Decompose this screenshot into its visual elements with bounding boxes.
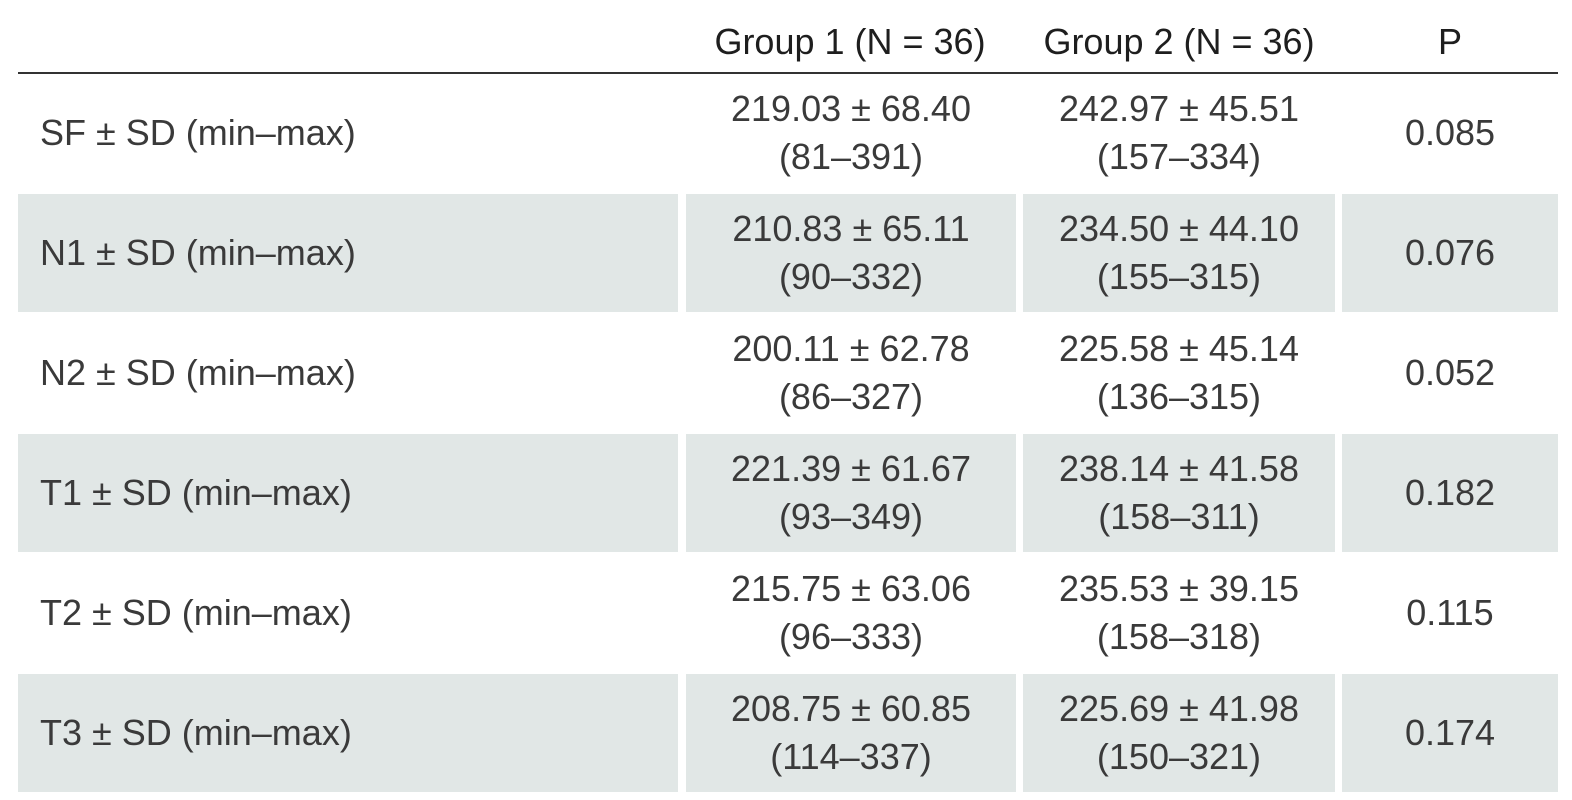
header-group-2: Group 2 (N = 36) [1043, 21, 1315, 62]
group-2-cell: 242.97 ± 45.51 (157–334) [1023, 74, 1335, 192]
group-2-range: (158–318) [1096, 616, 1262, 657]
group-1-range: (81–391) [778, 136, 924, 177]
table-row: T2 ± SD (min–max) 215.75 ± 63.06 (96–333… [18, 554, 1558, 672]
p-value-cell: 0.052 [1404, 352, 1496, 393]
group-1-cell: 219.03 ± 68.40 (81–391) [686, 74, 1016, 192]
group-1-range: (93–349) [778, 496, 924, 537]
group-1-range: (86–327) [778, 376, 924, 417]
group-1-range: (96–333) [778, 616, 924, 657]
table-row: T3 ± SD (min–max) 208.75 ± 60.85 (114–33… [18, 674, 1558, 792]
group-1-mean: 215.75 ± 63.06 [731, 568, 971, 609]
header-p-value: P [1437, 21, 1462, 62]
row-label: N1 ± SD (min–max) [18, 194, 678, 312]
group-2-mean: 235.53 ± 39.15 [1059, 568, 1299, 609]
group-1-cell: 221.39 ± 61.67 (93–349) [686, 434, 1016, 552]
group-2-mean: 225.69 ± 41.98 [1059, 688, 1299, 729]
row-label: T1 ± SD (min–max) [18, 434, 678, 552]
group-2-range: (155–315) [1096, 256, 1262, 297]
group-2-cell: 234.50 ± 44.10 (155–315) [1023, 194, 1335, 312]
table-header: Group 1 (N = 36) Group 2 (N = 36) P [18, 0, 1558, 74]
group-2-range: (150–321) [1096, 736, 1262, 777]
statistics-table: Group 1 (N = 36) Group 2 (N = 36) P SF ±… [18, 0, 1558, 794]
table-row: T1 ± SD (min–max) 221.39 ± 61.67 (93–349… [18, 434, 1558, 552]
row-label: N2 ± SD (min–max) [40, 352, 356, 393]
group-2-cell: 225.58 ± 45.14 (136–315) [1023, 314, 1335, 432]
group-1-cell: 208.75 ± 60.85 (114–337) [686, 674, 1016, 792]
group-1-mean: 200.11 ± 62.78 [732, 328, 970, 369]
group-1-mean: 208.75 ± 60.85 [731, 688, 971, 729]
header-group-1: Group 1 (N = 36) [714, 21, 986, 62]
group-2-mean: 242.97 ± 45.51 [1059, 88, 1299, 129]
group-1-mean: 221.39 ± 61.67 [731, 448, 971, 489]
group-2-mean: 225.58 ± 45.14 [1059, 328, 1299, 369]
p-value-cell: 0.174 [1342, 674, 1558, 792]
table-row: N1 ± SD (min–max) 210.83 ± 65.11 (90–332… [18, 194, 1558, 312]
group-2-cell: 225.69 ± 41.98 (150–321) [1023, 674, 1335, 792]
group-2-range: (158–311) [1098, 496, 1260, 537]
group-1-mean: 210.83 ± 65.11 [732, 208, 970, 249]
row-label: SF ± SD (min–max) [40, 112, 356, 153]
group-2-cell: 238.14 ± 41.58 (158–311) [1023, 434, 1335, 552]
group-2-range: (136–315) [1096, 376, 1262, 417]
group-1-cell: 200.11 ± 62.78 (86–327) [686, 314, 1016, 432]
row-label: T3 ± SD (min–max) [18, 674, 678, 792]
group-1-mean: 219.03 ± 68.40 [731, 88, 971, 129]
group-2-cell: 235.53 ± 39.15 (158–318) [1023, 554, 1335, 672]
p-value-cell: 0.115 [1406, 592, 1494, 633]
table-row: SF ± SD (min–max) 219.03 ± 68.40 (81–391… [18, 74, 1558, 192]
p-value-cell: 0.076 [1342, 194, 1558, 312]
group-1-cell: 215.75 ± 63.06 (96–333) [686, 554, 1016, 672]
table-row: N2 ± SD (min–max) 200.11 ± 62.78 (86–327… [18, 314, 1558, 432]
p-value-cell: 0.085 [1404, 112, 1496, 153]
group-2-range: (157–334) [1096, 136, 1262, 177]
row-label: T2 ± SD (min–max) [40, 592, 352, 633]
group-1-cell: 210.83 ± 65.11 (90–332) [686, 194, 1016, 312]
p-value-cell: 0.182 [1342, 434, 1558, 552]
group-1-range: (114–337) [770, 736, 932, 777]
group-2-mean: 234.50 ± 44.10 [1059, 208, 1299, 249]
group-1-range: (90–332) [778, 256, 924, 297]
group-2-mean: 238.14 ± 41.58 [1059, 448, 1299, 489]
